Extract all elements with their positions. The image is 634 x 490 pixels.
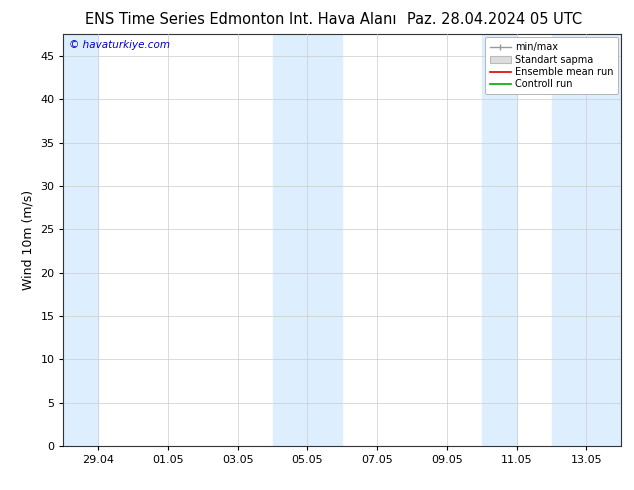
Bar [552,34,621,446]
Bar [273,34,342,446]
Bar [482,34,517,446]
Text: ENS Time Series Edmonton Int. Hava Alanı: ENS Time Series Edmonton Int. Hava Alanı [85,12,397,27]
Text: Paz. 28.04.2024 05 UTC: Paz. 28.04.2024 05 UTC [407,12,582,27]
Legend: min/max, Standart sapma, Ensemble mean run, Controll run: min/max, Standart sapma, Ensemble mean r… [485,37,618,94]
Bar [63,34,98,446]
Text: © havaturkiye.com: © havaturkiye.com [69,41,170,50]
Y-axis label: Wind 10m (m/s): Wind 10m (m/s) [22,190,35,290]
